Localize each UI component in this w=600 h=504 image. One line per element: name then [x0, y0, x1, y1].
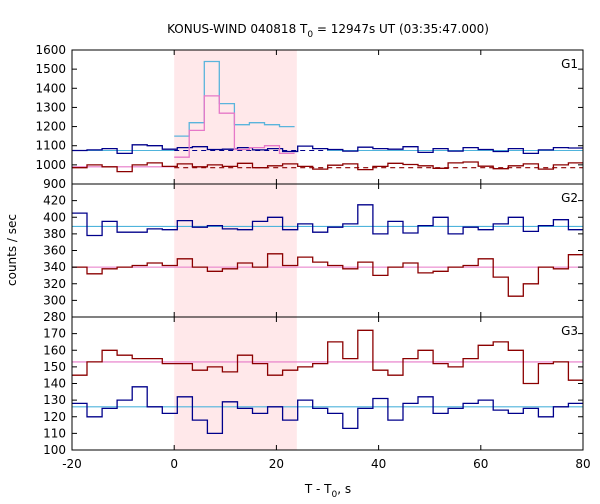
panel-2-ytick-label: 360	[43, 244, 66, 258]
panel-3-ytick-label: 100	[43, 443, 66, 457]
panel-1-series-2	[72, 161, 583, 173]
panel-3-ytick-label: 130	[43, 393, 66, 407]
panel-2-frame	[71, 183, 584, 318]
chart-title-sub: 0	[307, 30, 313, 40]
xtick-label: 80	[575, 457, 590, 471]
xtick-label: -20	[62, 457, 82, 471]
panel-2-ytick-label: 280	[43, 310, 66, 324]
xtick-label: 40	[371, 457, 386, 471]
panel-3-ytick-label: 160	[43, 343, 66, 357]
panel-2-ytick-label: 420	[43, 194, 66, 208]
highlight-interval	[174, 50, 297, 450]
panel-1-ytick-label: 1000	[35, 158, 66, 172]
panel-3-frame	[71, 316, 584, 451]
panel-1-ytick-label: 1600	[35, 43, 66, 57]
panel-1-ytick-label: 1300	[35, 100, 66, 114]
panel-2-ytick-label: 300	[43, 293, 66, 307]
panel-3-ytick-label: 120	[43, 410, 66, 424]
panel-2-ytick-label: 400	[43, 210, 66, 224]
plot-layer: 9001000110012001300140015001600G12803003…	[35, 43, 590, 471]
panel-1-ytick-label: 1200	[35, 120, 66, 134]
panel-3-series-1	[72, 329, 583, 385]
panel-2-label: G2	[561, 191, 578, 205]
panel-2-ytick-label: 380	[43, 227, 66, 241]
panel-3-ytick-label: 140	[43, 377, 66, 391]
panel-1-series-4	[174, 95, 295, 158]
y-axis-label: counts / sec	[5, 214, 19, 286]
x-axis-label-main: T - T	[304, 482, 332, 496]
panel-3-label: G3	[561, 324, 578, 338]
panel-1-label: G1	[561, 57, 578, 71]
x-axis-label-rest: , s	[337, 482, 351, 496]
panel-2-ytick-label: 340	[43, 260, 66, 274]
chart-title-main: KONUS-WIND 040818 T	[167, 22, 308, 36]
panel-2-series-1	[72, 204, 583, 237]
panel-3-ytick-label: 110	[43, 426, 66, 440]
panel-1-ytick-label: 1500	[35, 62, 66, 76]
x-axis-label: T - T0, s	[304, 482, 351, 500]
panel-3-series-2	[72, 386, 583, 435]
panel-2-ytick-label: 320	[43, 277, 66, 291]
chart-title-rest: = 12947s UT (03:35:47.000)	[313, 22, 489, 36]
panel-1-series-1	[72, 144, 583, 155]
panel-3-ytick-label: 150	[43, 360, 66, 374]
panel-1-ytick-label: 1100	[35, 139, 66, 153]
xtick-label: 20	[269, 457, 284, 471]
panel-1-ytick-label: 900	[43, 177, 66, 191]
x-axis-label-sub: 0	[332, 490, 338, 500]
xtick-label: 60	[473, 457, 488, 471]
xtick-label: 0	[170, 457, 178, 471]
panel-3-ytick-label: 170	[43, 327, 66, 341]
panel-2-series-2	[72, 253, 583, 297]
chart-title: KONUS-WIND 040818 T0 = 12947s UT (03:35:…	[167, 22, 489, 40]
panel-1-frame	[71, 49, 584, 185]
panel-1-ytick-label: 1400	[35, 81, 66, 95]
